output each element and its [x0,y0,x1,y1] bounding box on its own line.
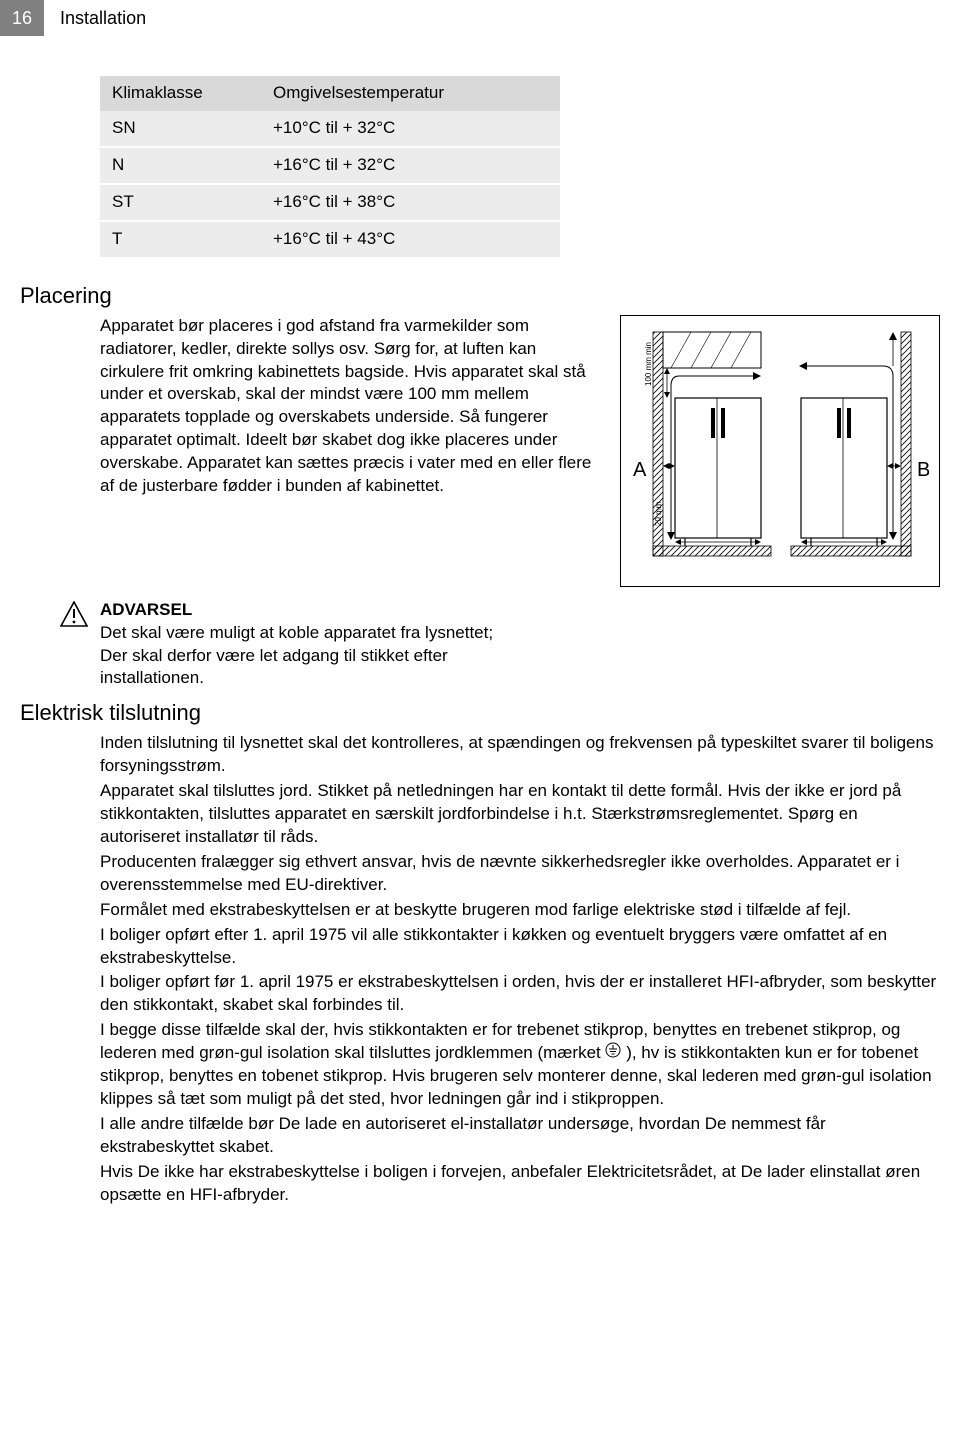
paragraph: I boliger opført efter 1. april 1975 vil… [100,924,940,970]
header-title: Installation [60,6,146,30]
warning-body: Det skal være muligt at koble apparatet … [100,623,493,688]
electrical-body: Inden tilslutning til lysnettet skal det… [100,732,940,1207]
cell: +16°C til + 32°C [261,147,560,184]
table-row: T +16°C til + 43°C [100,221,560,257]
electrical-title: Elektrisk tilslutning [20,698,960,728]
cell: +10°C til + 32°C [261,111,560,147]
paragraph: I boliger opført før 1. april 1975 er ek… [100,971,940,1017]
paragraph: Apparatet skal tilsluttes jord. Stikket … [100,780,940,849]
col-header-class: Klimaklasse [100,76,261,111]
cell: T [100,221,261,257]
cell: ST [100,184,261,221]
paragraph: I begge disse tilfælde skal der, hvis st… [100,1019,940,1111]
dim-top-label: 100 mm min [644,342,653,386]
climate-table: Klimaklasse Omgivelsestemperatur SN +10°… [100,76,560,257]
paragraph: I alle andre tilfælde bør De lade en aut… [100,1113,940,1159]
col-header-temp: Omgivelsestemperatur [261,76,560,111]
cell: N [100,147,261,184]
table-row: SN +10°C til + 32°C [100,111,560,147]
warning-icon [60,601,88,627]
cell: +16°C til + 38°C [261,184,560,221]
placing-body: Apparatet bør placeres i god afstand fra… [100,315,600,499]
diagram-label-a: A [633,459,647,481]
cell: SN [100,111,261,147]
table-row: N +16°C til + 32°C [100,147,560,184]
earth-icon [605,1042,621,1065]
paragraph: Hvis De ikke har ekstrabeskyttelse i bol… [100,1161,940,1207]
placement-diagram: 100 mm min 20 mm A [620,315,940,587]
paragraph: Producenten fralægger sig ethvert ansvar… [100,851,940,897]
paragraph: Formålet med ekstrabeskyttelsen er at be… [100,899,940,922]
table-row: ST +16°C til + 38°C [100,184,560,221]
paragraph: Inden tilslutning til lysnettet skal det… [100,732,940,778]
diagram-label-b: B [917,459,929,481]
cell: +16°C til + 43°C [261,221,560,257]
warning-label: ADVARSEL [100,600,192,619]
warning-block: ADVARSEL Det skal være muligt at koble a… [100,599,520,691]
dim-bottom-label: 20 mm [654,501,663,526]
page-header: 16 Installation [0,0,960,36]
page-number: 16 [0,0,44,36]
placing-title: Placering [20,281,960,311]
